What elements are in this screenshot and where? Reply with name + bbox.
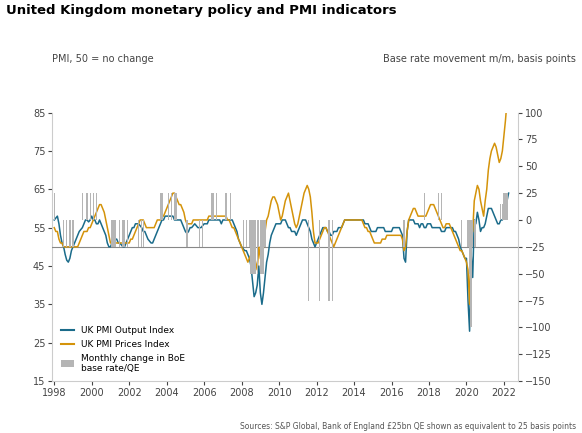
- Bar: [160, 193, 161, 220]
- Bar: [424, 193, 425, 220]
- Bar: [438, 193, 439, 220]
- Bar: [230, 193, 232, 220]
- Bar: [261, 220, 262, 274]
- Bar: [72, 220, 74, 247]
- Bar: [250, 220, 251, 274]
- Bar: [243, 220, 244, 247]
- Bar: [263, 220, 264, 274]
- Bar: [308, 220, 310, 301]
- Bar: [503, 193, 505, 220]
- Bar: [505, 193, 506, 220]
- Text: Base rate movement m/m, basis points: Base rate movement m/m, basis points: [384, 54, 576, 64]
- Bar: [143, 220, 144, 247]
- Bar: [474, 220, 475, 247]
- Bar: [119, 220, 120, 247]
- Bar: [66, 220, 68, 247]
- Bar: [96, 193, 97, 220]
- Bar: [461, 220, 463, 247]
- Bar: [258, 220, 260, 247]
- Bar: [264, 220, 266, 247]
- Bar: [255, 220, 256, 274]
- Bar: [115, 220, 116, 247]
- Text: United Kingdom monetary policy and PMI indicators: United Kingdom monetary policy and PMI i…: [6, 4, 396, 17]
- Bar: [199, 220, 200, 247]
- Bar: [472, 220, 473, 247]
- Bar: [54, 193, 55, 220]
- Bar: [469, 220, 470, 274]
- Legend: UK PMI Output Index, UK PMI Prices Index, Monthly change in BoE
base rate/QE: UK PMI Output Index, UK PMI Prices Index…: [57, 323, 189, 377]
- Bar: [260, 220, 261, 274]
- Bar: [168, 193, 169, 220]
- Bar: [138, 220, 139, 247]
- Bar: [174, 193, 175, 220]
- Bar: [467, 220, 469, 247]
- Bar: [332, 220, 333, 301]
- Bar: [211, 193, 212, 220]
- Bar: [63, 220, 64, 247]
- Bar: [249, 220, 250, 247]
- Bar: [86, 193, 88, 220]
- Bar: [141, 220, 143, 247]
- Bar: [69, 220, 70, 247]
- Bar: [257, 220, 258, 274]
- Bar: [500, 204, 502, 220]
- Bar: [81, 193, 83, 220]
- Bar: [502, 204, 503, 220]
- Bar: [90, 193, 91, 220]
- Bar: [186, 220, 187, 247]
- Bar: [171, 193, 172, 220]
- Bar: [253, 220, 255, 274]
- Bar: [470, 220, 472, 327]
- Bar: [127, 220, 128, 247]
- Bar: [252, 220, 253, 274]
- Bar: [213, 193, 214, 220]
- Bar: [319, 220, 320, 301]
- Bar: [475, 220, 477, 247]
- Bar: [246, 220, 247, 247]
- Bar: [225, 193, 226, 220]
- Bar: [122, 220, 123, 247]
- Bar: [175, 193, 177, 220]
- Bar: [328, 220, 330, 301]
- Bar: [202, 220, 203, 247]
- Bar: [403, 220, 404, 247]
- Text: Sources: S&P Global, Bank of England £25bn QE shown as equivalent to 25 basis po: Sources: S&P Global, Bank of England £25…: [240, 422, 576, 431]
- Bar: [113, 220, 114, 247]
- Bar: [124, 220, 125, 247]
- Bar: [506, 193, 508, 220]
- Bar: [161, 193, 162, 220]
- Bar: [216, 193, 217, 220]
- Text: PMI, 50 = no change: PMI, 50 = no change: [52, 54, 154, 64]
- Bar: [441, 193, 442, 220]
- Bar: [93, 193, 94, 220]
- Bar: [111, 220, 113, 247]
